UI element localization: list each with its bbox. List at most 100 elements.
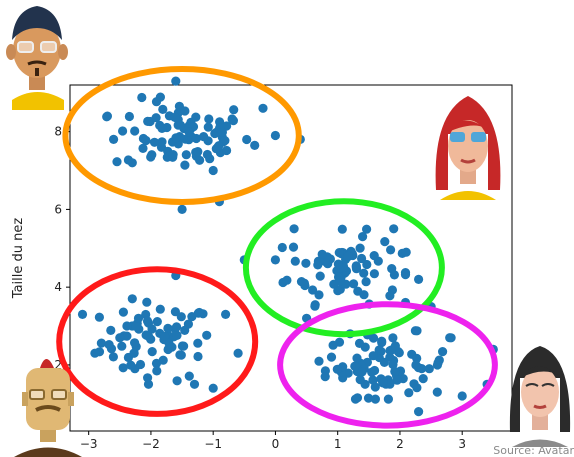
scatter-point bbox=[163, 323, 173, 333]
scatter-point bbox=[146, 152, 156, 162]
x-tick-label: −1 bbox=[204, 437, 222, 451]
scatter-point bbox=[109, 134, 119, 144]
scatter-point bbox=[400, 268, 411, 278]
scatter-point bbox=[296, 277, 307, 287]
scatter-point bbox=[118, 307, 128, 317]
scatter-point bbox=[179, 341, 189, 351]
scatter-point bbox=[157, 123, 167, 133]
y-tick-label: 4 bbox=[54, 280, 62, 294]
scatter-point bbox=[131, 321, 141, 331]
scatter-point bbox=[314, 290, 324, 300]
scatter-point bbox=[117, 341, 127, 351]
scatter-point bbox=[141, 330, 151, 340]
scatter-point bbox=[152, 366, 162, 376]
plot-frame bbox=[69, 84, 513, 432]
scatter-point bbox=[362, 224, 372, 234]
scatter-point bbox=[106, 325, 116, 335]
scatter-point bbox=[108, 352, 118, 362]
scatter-point bbox=[411, 360, 421, 370]
scatter-point bbox=[180, 160, 190, 170]
scatter-point bbox=[357, 367, 367, 377]
scatter-point bbox=[191, 133, 201, 144]
scatter-point bbox=[388, 359, 398, 370]
scatter-point bbox=[233, 348, 243, 358]
scatter-point bbox=[385, 379, 395, 389]
scatter-point bbox=[328, 340, 338, 350]
scatter-point bbox=[208, 383, 218, 393]
scatter-point bbox=[175, 350, 185, 360]
scatter-point bbox=[320, 372, 330, 382]
scatter-point bbox=[143, 373, 153, 383]
scatter-point bbox=[270, 130, 280, 141]
scatter-point bbox=[220, 136, 230, 146]
scatter-point bbox=[137, 92, 147, 103]
scatter-point bbox=[172, 376, 182, 386]
x-tick-label: 1 bbox=[334, 437, 342, 451]
scatter-point bbox=[404, 388, 414, 398]
scatter-point bbox=[363, 393, 374, 403]
scatter-point bbox=[94, 312, 104, 322]
x-tick-label: −2 bbox=[142, 437, 160, 451]
scatter-point bbox=[390, 366, 400, 377]
scatter-point bbox=[250, 140, 260, 150]
scatter-point bbox=[171, 76, 181, 86]
scatter-point bbox=[412, 383, 422, 393]
scatter-point bbox=[126, 360, 136, 370]
scatter-point bbox=[418, 374, 428, 384]
scatter-point bbox=[314, 356, 324, 366]
scatter-point bbox=[194, 307, 204, 318]
scatter-point bbox=[370, 365, 380, 376]
scatter-point bbox=[288, 242, 299, 252]
scatter-point bbox=[214, 141, 224, 151]
y-tick-label: 8 bbox=[54, 125, 62, 139]
scatter-point bbox=[355, 243, 365, 253]
scatter-point bbox=[227, 114, 237, 124]
scatter-point bbox=[326, 352, 337, 362]
scatter-point bbox=[158, 104, 168, 114]
scatter-point bbox=[357, 253, 367, 264]
scatter-point bbox=[414, 274, 424, 284]
scatter-point bbox=[138, 143, 148, 153]
scatter-point bbox=[157, 137, 167, 147]
scatter-point bbox=[147, 324, 157, 334]
scatter-point bbox=[377, 337, 387, 348]
scatter-point bbox=[184, 127, 194, 137]
scatter-point bbox=[359, 290, 369, 300]
scatter-point bbox=[412, 326, 422, 336]
scatter-point bbox=[202, 330, 212, 340]
scatter-point bbox=[142, 297, 152, 307]
scatter-point bbox=[115, 333, 125, 343]
scatter-point bbox=[358, 232, 368, 242]
scatter-point bbox=[362, 259, 372, 270]
scatter-point bbox=[349, 279, 359, 289]
scatter-point bbox=[457, 391, 467, 401]
scatter-point bbox=[352, 393, 363, 403]
scatter-point bbox=[160, 331, 170, 341]
scatter-point bbox=[258, 103, 268, 113]
scatter-point bbox=[204, 114, 214, 124]
scatter-point bbox=[90, 348, 100, 358]
scatter-point bbox=[388, 333, 398, 343]
avatar-man-glasses-icon bbox=[6, 6, 68, 110]
scatter-point bbox=[343, 251, 353, 261]
scatter-point bbox=[333, 259, 343, 269]
scatter-point bbox=[168, 150, 178, 160]
scatter-point bbox=[361, 277, 371, 287]
scatter-point bbox=[350, 361, 360, 371]
scatter-point bbox=[229, 105, 239, 115]
scatter-point bbox=[432, 387, 442, 397]
scatter-point bbox=[392, 375, 402, 385]
scatter-point bbox=[355, 375, 365, 385]
scatter-point bbox=[315, 271, 325, 281]
scatter-point bbox=[438, 347, 448, 357]
scatter-point bbox=[290, 256, 300, 266]
scatter-point bbox=[277, 242, 287, 253]
scatter-point bbox=[118, 126, 128, 136]
scatter-point bbox=[383, 394, 393, 404]
scatter-point bbox=[335, 276, 345, 286]
scatter-point bbox=[310, 301, 320, 311]
scatter-point bbox=[221, 309, 231, 319]
scatter-point bbox=[177, 204, 187, 214]
scatter-point bbox=[317, 249, 327, 259]
